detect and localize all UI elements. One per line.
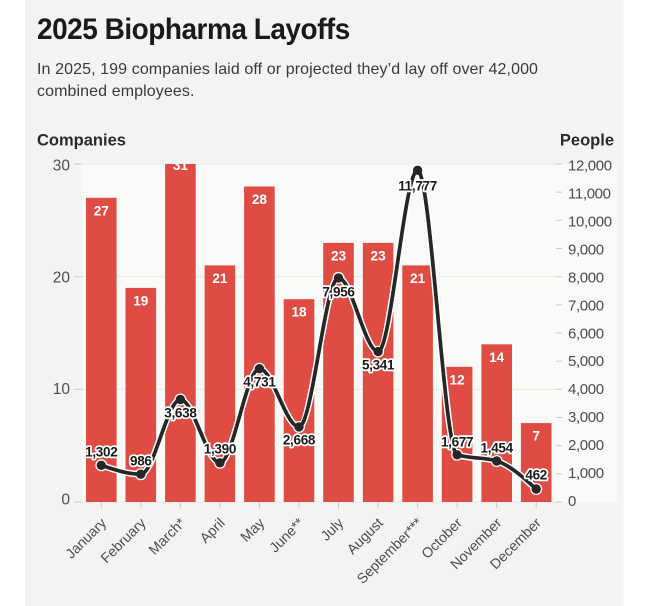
svg-text:10,000: 10,000: [568, 214, 612, 231]
svg-text:1,677: 1,677: [441, 435, 473, 450]
svg-text:1,454: 1,454: [481, 441, 514, 456]
svg-text:10: 10: [53, 381, 71, 398]
svg-text:2,668: 2,668: [283, 433, 316, 448]
svg-text:1,000: 1,000: [568, 465, 604, 482]
svg-text:9,000: 9,000: [568, 242, 604, 259]
svg-text:5,341: 5,341: [362, 358, 395, 373]
svg-text:7,956: 7,956: [322, 285, 355, 300]
svg-text:27: 27: [94, 203, 109, 218]
svg-text:28: 28: [252, 192, 268, 207]
svg-text:8,000: 8,000: [568, 269, 604, 286]
svg-text:Companies: Companies: [37, 132, 126, 150]
svg-text:3,000: 3,000: [568, 409, 604, 426]
svg-text:6,000: 6,000: [568, 325, 604, 342]
svg-text:21: 21: [410, 271, 426, 286]
svg-text:23: 23: [331, 248, 347, 263]
svg-text:7: 7: [532, 429, 540, 444]
svg-text:31: 31: [173, 158, 189, 173]
svg-text:3,638: 3,638: [164, 406, 197, 421]
svg-text:11,000: 11,000: [568, 186, 611, 203]
svg-text:18: 18: [291, 305, 307, 320]
svg-text:People: People: [560, 132, 614, 150]
svg-text:12,000: 12,000: [568, 158, 612, 175]
svg-text:1,302: 1,302: [85, 445, 117, 460]
svg-text:14: 14: [489, 350, 505, 365]
svg-text:5,000: 5,000: [568, 353, 604, 370]
svg-text:0: 0: [61, 492, 70, 509]
svg-text:4,731: 4,731: [243, 375, 276, 390]
svg-text:1,390: 1,390: [204, 442, 236, 457]
svg-text:11,777: 11,777: [398, 179, 437, 194]
svg-text:19: 19: [133, 293, 149, 308]
svg-text:20: 20: [53, 270, 71, 287]
svg-text:12: 12: [450, 372, 466, 387]
svg-text:986: 986: [130, 454, 152, 469]
svg-text:30: 30: [53, 158, 71, 175]
svg-text:2,000: 2,000: [568, 437, 604, 454]
svg-text:23: 23: [371, 248, 387, 263]
svg-text:7,000: 7,000: [568, 297, 604, 314]
svg-text:0: 0: [568, 493, 576, 510]
svg-text:21: 21: [212, 271, 228, 286]
svg-text:462: 462: [525, 468, 547, 483]
svg-text:4,000: 4,000: [568, 381, 604, 398]
